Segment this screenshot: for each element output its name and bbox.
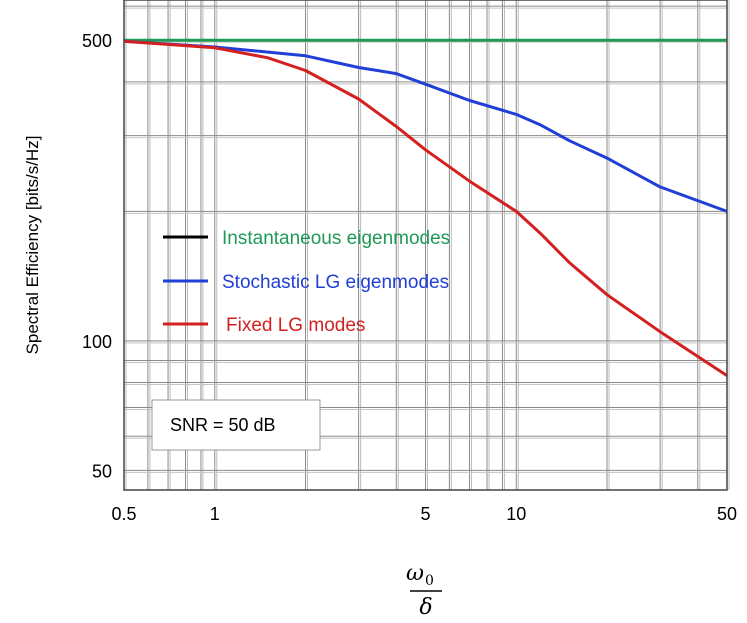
y-tick-labels: 50 100 500 [82,31,112,481]
snr-box [151,399,321,451]
legend-stochastic: Stochastic LG eigenmodes [222,272,449,293]
x-tick-label: 50 [717,504,737,524]
x-tick-labels: 0.5 1 5 10 50 [111,504,737,524]
y-tick-label: 50 [92,461,112,481]
plot-frame [123,0,728,491]
y-tick-label: 500 [82,31,112,51]
x-label-numerator-sub: 0 [425,573,434,589]
legend-fixed: Fixed LG modes [226,315,365,336]
legend: Instantaneous eigenmodes Stochastic LG e… [163,228,450,336]
legend-instantaneous: Instantaneous eigenmodes [222,228,450,249]
y-axis-label: Spectral Efficiency [bits/s/Hz] [23,136,42,355]
x-axis-label: ω 0 δ [406,561,442,620]
series-lines [123,38,728,377]
x-tick-label: 0.5 [111,504,136,524]
x-tick-label: 5 [420,504,430,524]
series-line-2 [123,39,728,213]
x-label-numerator: ω [406,561,424,586]
snr-annotation: SNR = 50 dB [151,399,321,451]
y-tick-label: 100 [82,332,112,352]
x-label-denominator: δ [419,595,432,620]
x-tick-label: 1 [210,504,220,524]
x-tick-label: 10 [506,504,526,524]
series-line-3 [123,39,728,377]
snr-label: SNR = 50 dB [170,415,276,435]
